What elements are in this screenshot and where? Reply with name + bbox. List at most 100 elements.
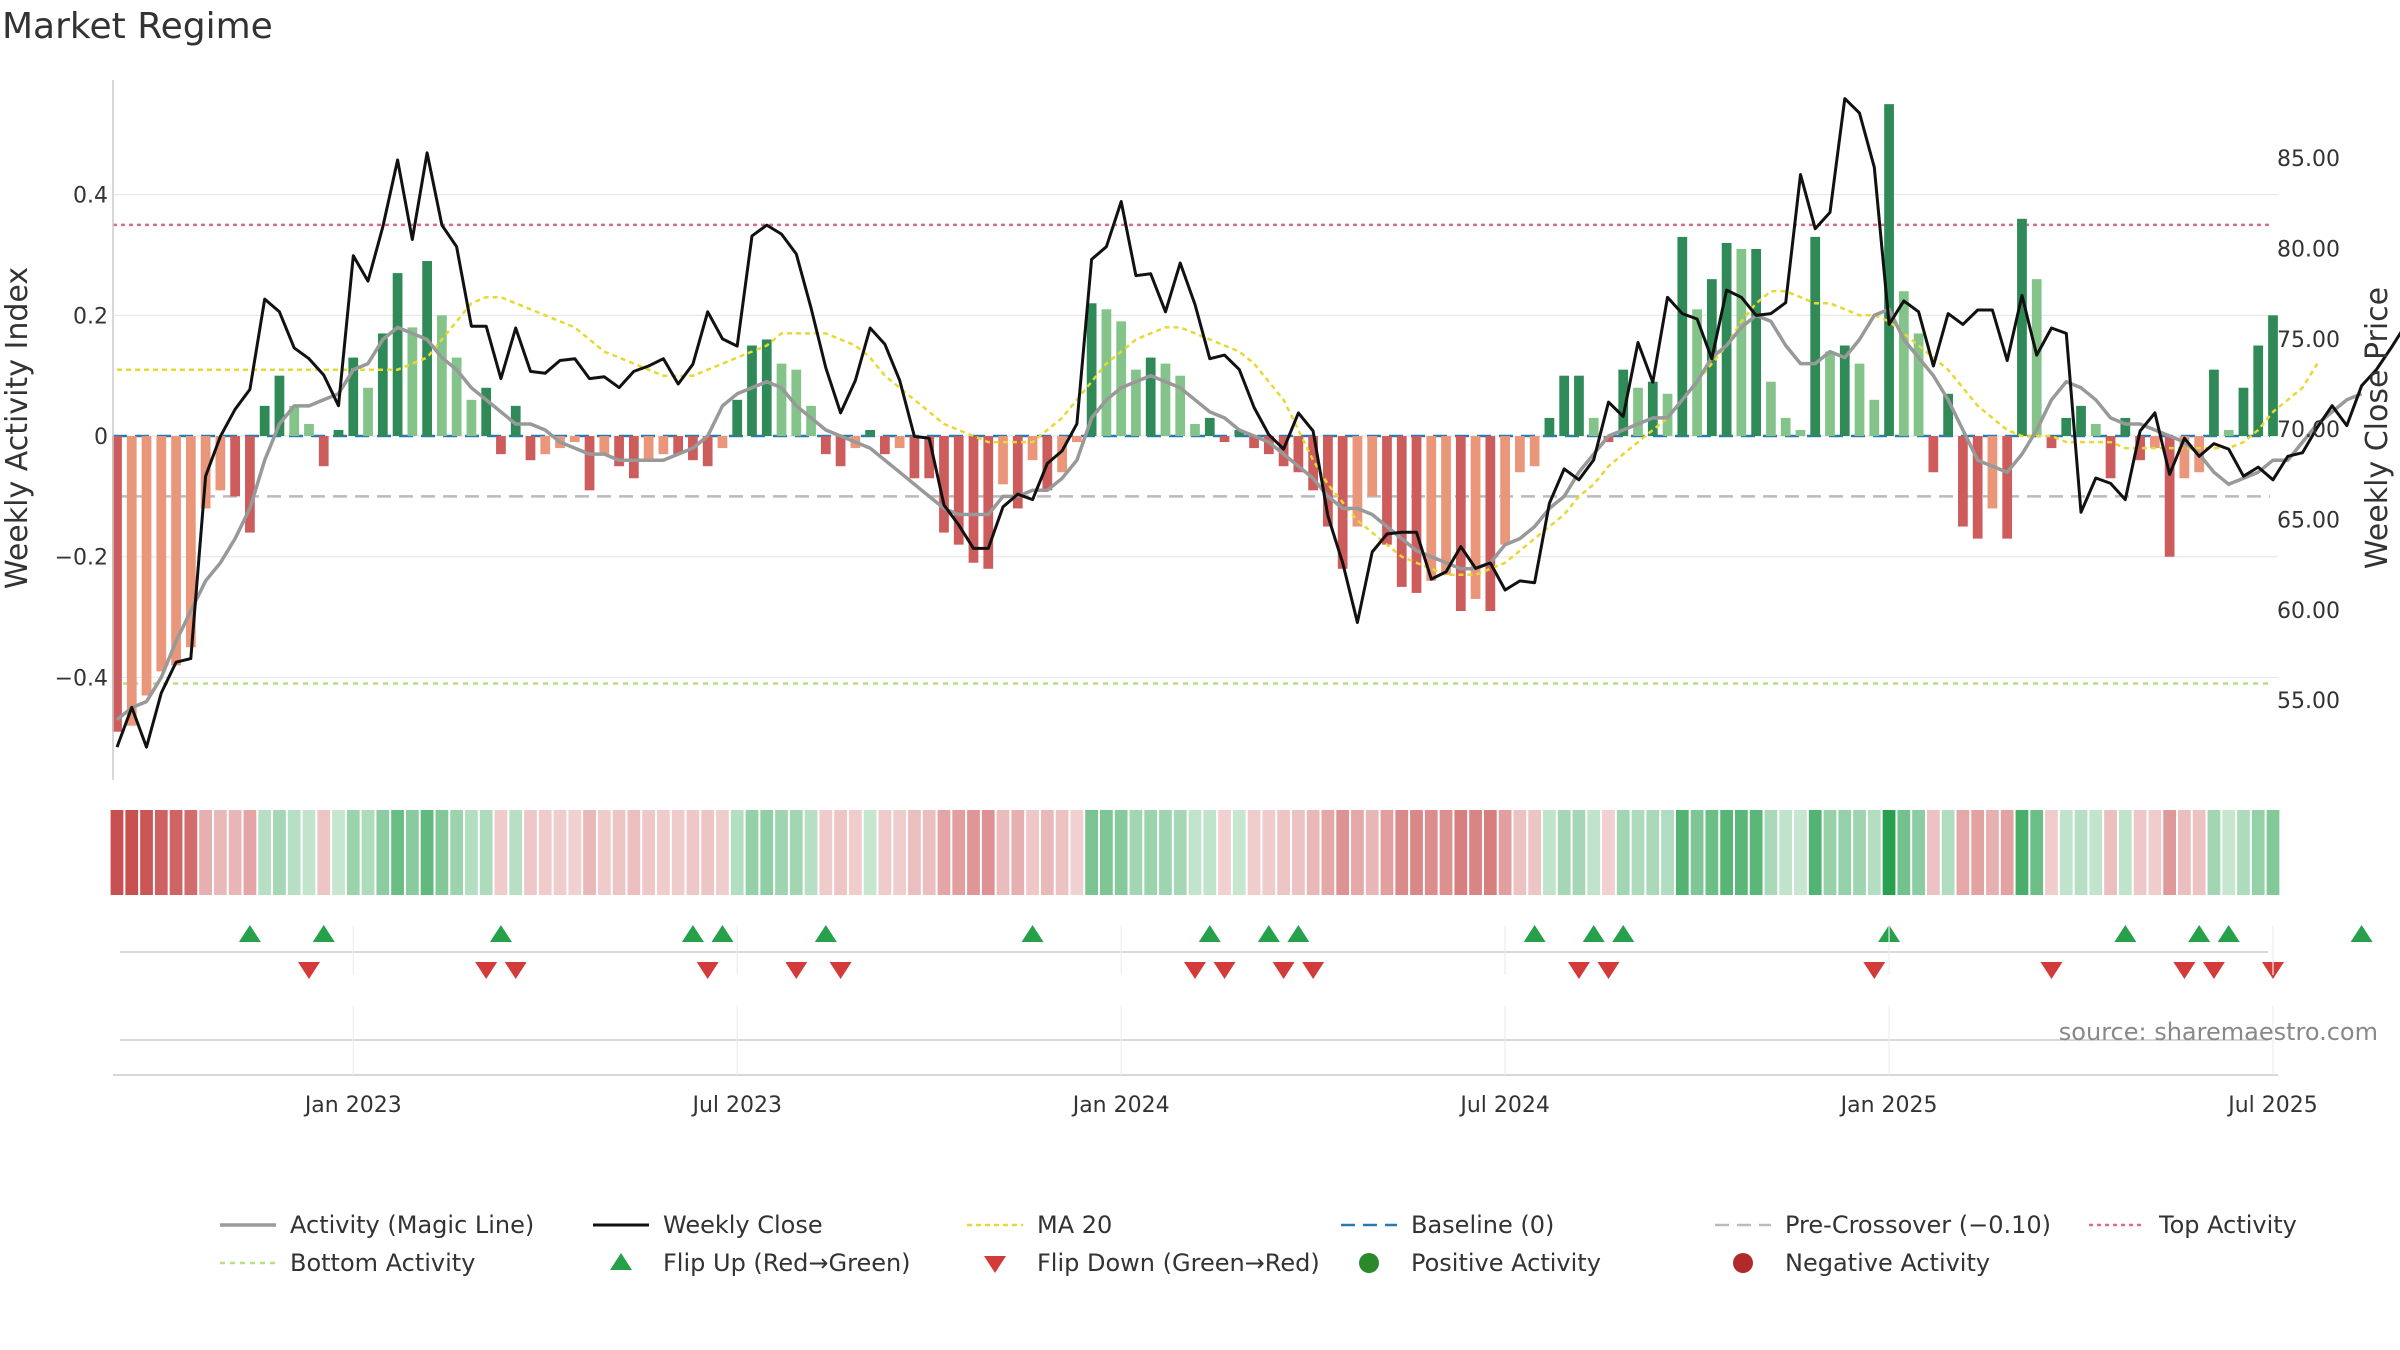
regime-cell (494, 810, 508, 895)
activity-bar (2223, 430, 2234, 437)
y-tick-label-left: 0 (94, 425, 108, 450)
regime-cell (169, 810, 183, 895)
x-tick-label: Jul 2025 (2226, 1093, 2318, 1118)
regime-cell (1129, 810, 1143, 895)
regime-cell (1971, 810, 1985, 895)
activity-bar (1825, 351, 1835, 437)
activity-bar (2017, 218, 2027, 437)
legend-label: Flip Up (Red→Green) (663, 1249, 911, 1277)
regime-cell (2207, 810, 2221, 895)
activity-bar (1677, 236, 1688, 437)
y-tick-label-right: 55.00 (2277, 689, 2340, 714)
legend-swatch-negative (1733, 1253, 1753, 1273)
activity-bar (141, 436, 152, 696)
regime-cell (1232, 810, 1246, 895)
regime-cell (716, 810, 729, 895)
regime-cell (243, 810, 257, 895)
regime-cell (450, 810, 464, 895)
activity-bar (1795, 430, 1806, 437)
activity-bar (407, 327, 418, 437)
activity-bar (230, 436, 241, 497)
activity-bar (1441, 436, 1451, 575)
regime-cell (642, 810, 655, 895)
x-tick-label: Jul 2024 (1458, 1093, 1550, 1118)
regime-cell (332, 810, 345, 895)
activity-bar (584, 436, 595, 491)
regime-cell (893, 810, 907, 895)
regime-cell (730, 810, 744, 895)
regime-cell (908, 810, 921, 895)
activity-bar (171, 436, 181, 666)
regime-cell (2192, 810, 2206, 895)
y-tick-label-right: 85.00 (2277, 147, 2340, 172)
activity-bar (1027, 436, 1038, 461)
activity-bar (953, 436, 964, 545)
activity-bar (1396, 436, 1407, 587)
activity-bar (1958, 436, 1968, 527)
regime-cell (1587, 810, 1601, 895)
regime-cell (1986, 810, 1999, 895)
activity-bar (1352, 436, 1363, 527)
activity-bar (377, 333, 388, 437)
regime-cell (878, 810, 892, 895)
activity-bars (112, 104, 2278, 732)
regime-cell (228, 810, 242, 895)
regime-cell (1439, 810, 1453, 895)
activity-bar (2135, 436, 2145, 461)
activity-bar (924, 436, 935, 479)
activity-bar (481, 387, 492, 437)
activity-bar (1839, 345, 1850, 437)
regime-cell (273, 810, 286, 895)
regime-cell (302, 810, 316, 895)
flip-down-marker (696, 962, 719, 979)
regime-cell (538, 810, 552, 895)
regime-cell (2237, 810, 2250, 895)
flip-up-marker (2114, 925, 2137, 942)
legend-swatch-flip-up (610, 1253, 632, 1270)
activity-bar (1411, 436, 1422, 593)
regime-cell (346, 810, 360, 895)
regime-cell (1794, 810, 1807, 895)
x-tick-label: Jan 2025 (1839, 1093, 1938, 1118)
activity-bar (1470, 436, 1481, 599)
regime-cell (583, 810, 596, 895)
regime-cell (1602, 810, 1615, 895)
activity-bar (289, 405, 300, 437)
activity-bar (865, 430, 875, 437)
regime-cell (2045, 810, 2058, 895)
regime-cell (1912, 810, 1925, 895)
activity-bar (702, 436, 713, 467)
regime-cell (435, 810, 449, 895)
regime-cell (1690, 810, 1704, 895)
activity-bar (599, 436, 610, 455)
x-tick-label: Jan 2024 (1071, 1093, 1170, 1118)
regime-cell (2266, 810, 2280, 895)
axes: Weekly Activity Index Weekly Close Price… (0, 80, 2395, 780)
activity-bar (939, 436, 949, 533)
flip-up-marker (1257, 925, 1280, 942)
regime-cell (553, 810, 567, 895)
regime-cell (937, 810, 951, 895)
activity-bar (998, 436, 1008, 485)
activity-bar (1529, 436, 1540, 467)
activity-bar (1101, 309, 1112, 437)
flip-down-marker (1567, 962, 1590, 979)
activity-bar (363, 387, 373, 437)
regime-cell (922, 810, 936, 895)
legend-label: Flip Down (Green→Red) (1037, 1249, 1320, 1277)
regime-cell (1543, 810, 1556, 895)
regime-cell (184, 810, 198, 895)
activity-bar (156, 436, 167, 672)
activity-bar (274, 375, 285, 437)
flip-down-marker (829, 962, 852, 979)
activity-bar (1751, 248, 1762, 437)
activity-bar (791, 369, 802, 437)
regime-cell (1306, 810, 1320, 895)
flip-down-marker (1213, 962, 1236, 979)
regime-cell (1897, 810, 1911, 895)
activity-bar (2046, 436, 2057, 449)
activity-bar (422, 261, 432, 437)
regime-cell (1070, 810, 1084, 895)
flip-down-marker (1184, 962, 1206, 979)
